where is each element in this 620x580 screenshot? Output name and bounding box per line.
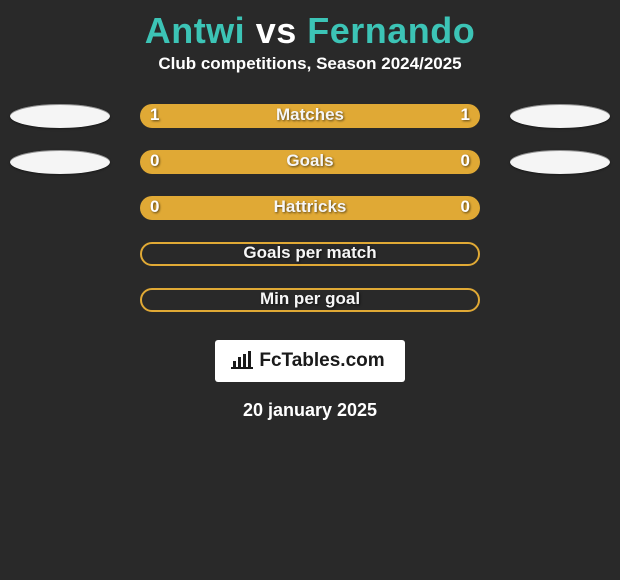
- date-text: 20 january 2025: [0, 400, 620, 421]
- vs-text: vs: [256, 10, 297, 51]
- player1-name: Antwi: [145, 10, 245, 51]
- stat-rows: Matches11Goals00Hattricks00Goals per mat…: [0, 104, 620, 334]
- brand-badge: FcTables.com: [215, 340, 404, 382]
- player2-name: Fernando: [307, 10, 475, 51]
- stat-bar: [140, 104, 480, 128]
- brand-text: FcTables.com: [259, 350, 384, 371]
- stat-bar: [140, 288, 480, 312]
- player2-marker: [510, 150, 610, 174]
- subtitle: Club competitions, Season 2024/2025: [0, 54, 620, 74]
- page-title: Antwi vs Fernando: [0, 0, 620, 52]
- stat-bar: [140, 242, 480, 266]
- stat-row: Min per goal: [0, 288, 620, 334]
- stat-row: Matches11: [0, 104, 620, 150]
- stat-bar: [140, 150, 480, 174]
- stat-row: Goals00: [0, 150, 620, 196]
- player1-marker: [10, 104, 110, 128]
- player1-marker: [10, 150, 110, 174]
- bar-chart-icon: [231, 351, 253, 369]
- comparison-card: Antwi vs Fernando Club competitions, Sea…: [0, 0, 620, 580]
- stat-row: Goals per match: [0, 242, 620, 288]
- stat-bar: [140, 196, 480, 220]
- player2-marker: [510, 104, 610, 128]
- stat-row: Hattricks00: [0, 196, 620, 242]
